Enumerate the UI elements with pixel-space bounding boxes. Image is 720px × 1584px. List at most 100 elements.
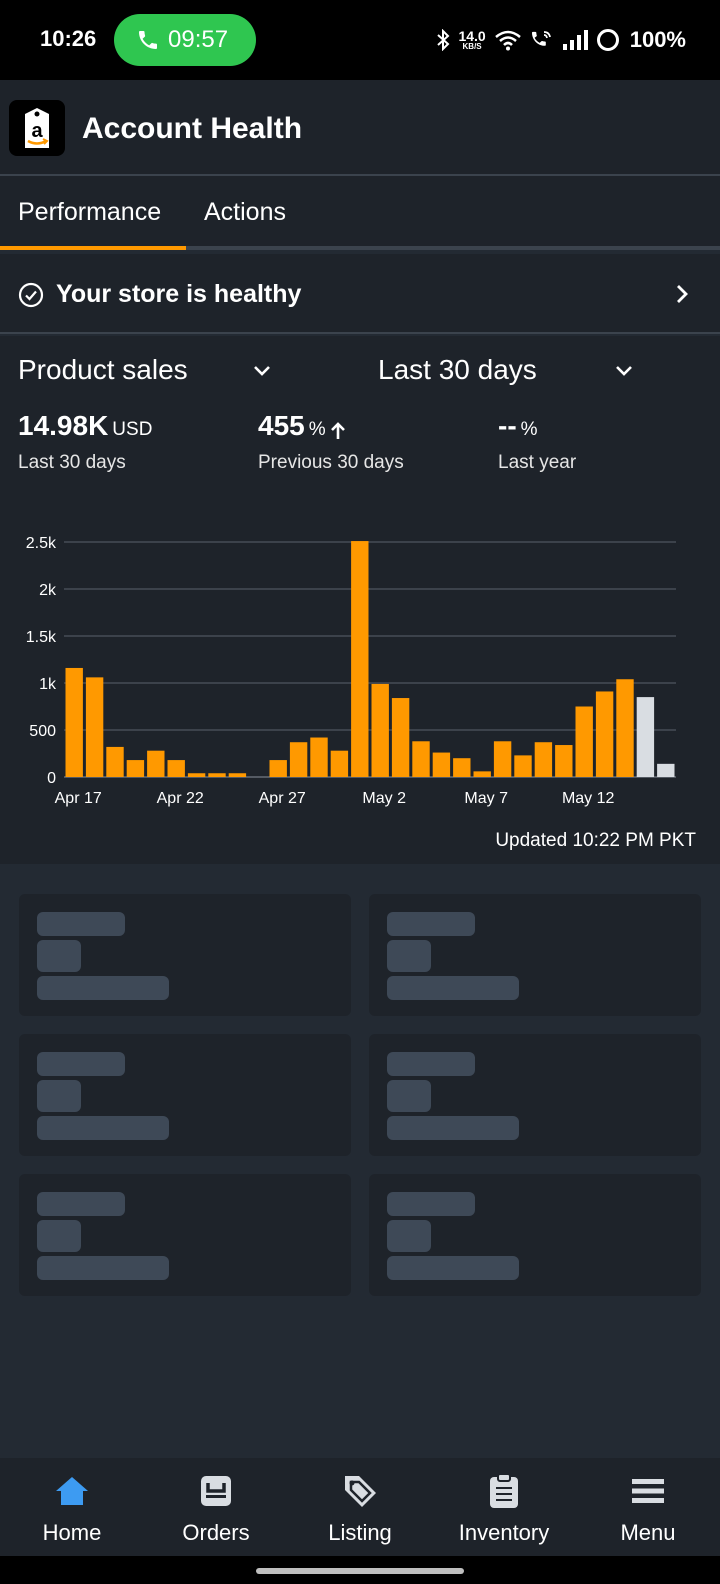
chevron-right-icon [677,285,688,303]
sales-section: Product sales Last 30 days 14.98K USD Las… [0,336,720,864]
nav-home[interactable]: Home [0,1458,144,1556]
nav-inventory[interactable]: Inventory [432,1458,576,1556]
loading-card [369,1034,701,1156]
bar [616,679,634,777]
bar [228,773,247,777]
arrow-up-icon [330,421,345,439]
bar [289,742,308,777]
svg-text:a: a [31,120,43,142]
tab-performance[interactable]: Performance [18,198,162,226]
app-header: a Account Health [0,80,720,176]
clipboard-icon [490,1473,518,1508]
x-tick-label: Apr 27 [259,790,306,807]
bar [391,698,410,777]
loading-card [369,894,701,1016]
ongoing-call-chip[interactable]: 09:57 [114,14,256,66]
stat-previous-30-days: 455% Previous 30 days [258,410,404,474]
skeleton-line [387,1192,475,1216]
stat-value: -- [498,410,517,441]
store-health-row[interactable]: Your store is healthy [0,254,720,334]
sales-bar-chart[interactable]: 0 500 1k 1.5k 2k 2.5k Apr 17 Apr 22 Apr 27 May 2 M… [0,532,720,822]
loading-card [19,894,351,1016]
y-tick-label: 0 [47,770,56,787]
bar [473,771,491,777]
loading-card [369,1174,701,1296]
x-tick-label: Apr 22 [157,790,204,807]
updated-timestamp: Updated 10:22 PM PKT [495,830,696,851]
skeleton-line [387,1256,519,1280]
battery-ring-icon [596,29,619,51]
stat-unit: % [520,419,538,440]
nav-label: Inventory [458,1520,550,1545]
bar [412,741,430,777]
chevron-down-icon[interactable] [252,364,272,378]
skeleton-line [37,1052,125,1076]
skeleton-line [37,1080,81,1112]
skeleton-line [37,1256,169,1280]
tab-actions[interactable]: Actions [204,198,286,226]
bar [208,773,226,777]
bar [657,763,675,777]
nav-menu[interactable]: Menu [576,1458,720,1556]
bar [147,750,165,777]
skeleton-line [37,940,81,972]
battery-level: 100% [629,27,686,52]
loading-card [19,1034,351,1156]
bar [575,706,593,777]
x-tick-label: Apr 17 [55,790,102,807]
nav-orders[interactable]: Orders [144,1458,288,1556]
gesture-handle[interactable] [256,1568,464,1574]
stat-value: 455 [258,410,305,441]
stat-unit: USD [112,419,153,440]
stat-value: 14.98K [18,410,109,441]
stat-unit: % [308,419,326,440]
skeleton-line [387,1220,431,1252]
active-tab-indicator [0,246,186,250]
bar [555,745,573,777]
store-health-message: Your store is healthy [56,280,302,308]
bar [371,683,389,777]
bar [106,746,124,777]
status-icons: 14.0 KB/S 100% [436,26,686,54]
skeleton-line [37,912,125,936]
tab-bar: Performance Actions [0,176,720,250]
metric-dropdown[interactable]: Product sales [18,354,188,385]
bar [534,742,553,777]
bar [493,741,512,777]
network-speed: 14.0 KB/S [458,28,486,51]
x-tick-label: May 7 [464,790,508,807]
bluetooth-icon [437,29,450,51]
nav-label: Home [42,1520,102,1545]
y-tick-label: 2k [39,582,57,599]
call-timer: 09:57 [168,26,229,53]
chevron-down-icon[interactable] [614,364,634,378]
bar [432,752,451,777]
skeleton-line [37,1116,169,1140]
y-tick-label: 2.5k [26,535,57,552]
wifi-icon [494,30,521,51]
skeleton-line [37,1220,81,1252]
bar [595,691,614,777]
check-circle-icon [18,282,44,308]
bar [636,697,655,777]
stat-last-30-days: 14.98K USD Last 30 days [18,410,152,474]
bar [269,760,287,777]
amazon-logo: a [9,100,65,156]
tag-icon [345,1476,376,1507]
bar [330,750,349,777]
status-bar: 10:26 09:57 14.0 KB/S 100% [0,0,720,80]
amazon-tag-icon: a [25,108,49,148]
status-time: 10:26 [40,26,97,51]
skeleton-line [37,1192,125,1216]
x-tick-label: May 12 [562,790,615,807]
orders-icon [201,1476,231,1506]
nav-label: Menu [620,1520,676,1545]
date-range-dropdown[interactable]: Last 30 days [378,354,537,385]
nav-label: Listing [328,1520,392,1545]
stat-last-year: --% Last year [498,410,576,474]
gesture-bar [0,1556,720,1584]
stat-label: Last year [498,452,577,473]
stat-label: Previous 30 days [258,452,404,473]
nav-label: Orders [182,1520,250,1545]
nav-listing[interactable]: Listing [288,1458,432,1556]
